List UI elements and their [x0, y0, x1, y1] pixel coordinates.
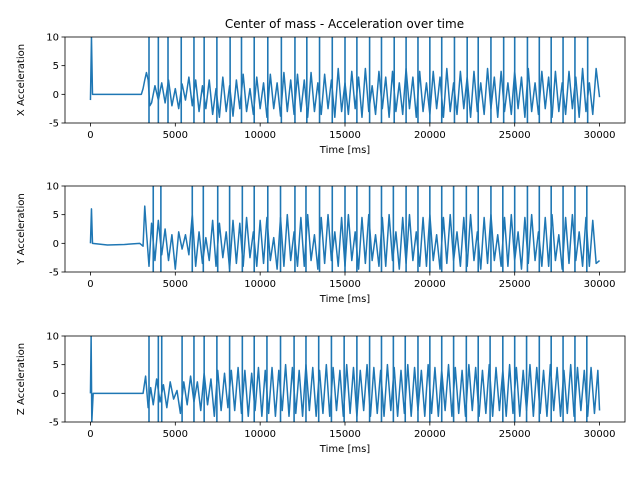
- subplot-2: 0 5000 10000 15000 20000 25000 30000 -5 0 5 10 Time…: [16, 182, 626, 305]
- x-tick-label: 15000: [329, 279, 361, 290]
- y-tick-label: 5: [53, 61, 59, 72]
- y-axis-label: Y Acceleration: [16, 193, 27, 265]
- subplot-3: 0 5000 10000 15000 20000 25000 30000 -5 0 5 10 Time…: [16, 332, 626, 455]
- x-tick-label: 10000: [244, 130, 276, 141]
- x-tick-label: 20000: [414, 279, 446, 290]
- x-axis-label: Time [ms]: [319, 444, 371, 455]
- y-tick-label: -5: [49, 268, 59, 279]
- x-tick-label: 15000: [329, 130, 361, 141]
- x-tick-label: 5000: [163, 130, 188, 141]
- x-tick-label: 5000: [163, 429, 188, 440]
- y-tick-label: -5: [49, 418, 59, 429]
- y-tick-label: -5: [49, 119, 59, 130]
- x-tick-label: 10000: [244, 279, 276, 290]
- x-tick-label: 0: [87, 130, 93, 141]
- y-tick-label: 10: [46, 182, 59, 193]
- x-tick-label: 20000: [414, 130, 446, 141]
- x-tick-label: 5000: [163, 279, 188, 290]
- y-tick-label: 5: [53, 210, 59, 221]
- x-tick-label: 30000: [584, 279, 616, 290]
- series-line-1: [89, 37, 601, 119]
- y-tick-label: 10: [46, 33, 59, 44]
- x-tick-label: 20000: [414, 429, 446, 440]
- x-tick-label: 30000: [584, 130, 616, 141]
- x-tick-label: 30000: [584, 429, 616, 440]
- y-axis-label: Z Acceleration: [16, 343, 27, 415]
- subplots-group: 0 5000 10000 15000 20000 25000 30000-50510Time…: [16, 33, 626, 455]
- x-tick-label: 25000: [499, 279, 531, 290]
- y-tick-label: 5: [53, 360, 59, 371]
- y-tick-label: 0: [53, 239, 59, 250]
- series-line-3: [89, 336, 601, 422]
- x-axis-label: Time [ms]: [319, 294, 371, 305]
- x-tick-label: 10000: [244, 429, 276, 440]
- x-tick-label: 0: [87, 429, 93, 440]
- chart-title: Center of mass - Acceleration over time: [225, 17, 464, 31]
- x-tick-label: 0: [87, 279, 93, 290]
- subplot-1: 0 5000 10000 15000 20000 25000 30000 -5 0 5 10 Time…: [16, 33, 626, 156]
- y-tick-label: 0: [53, 90, 59, 101]
- series-line-2: [89, 205, 601, 270]
- x-tick-label: 25000: [499, 429, 531, 440]
- y-tick-label: 10: [46, 332, 59, 343]
- y-axis-label: X Acceleration: [16, 44, 27, 116]
- x-tick-label: 25000: [499, 130, 531, 141]
- y-tick-label: 0: [53, 389, 59, 400]
- x-tick-label: 15000: [329, 429, 361, 440]
- x-axis-label: Time [ms]: [319, 145, 371, 156]
